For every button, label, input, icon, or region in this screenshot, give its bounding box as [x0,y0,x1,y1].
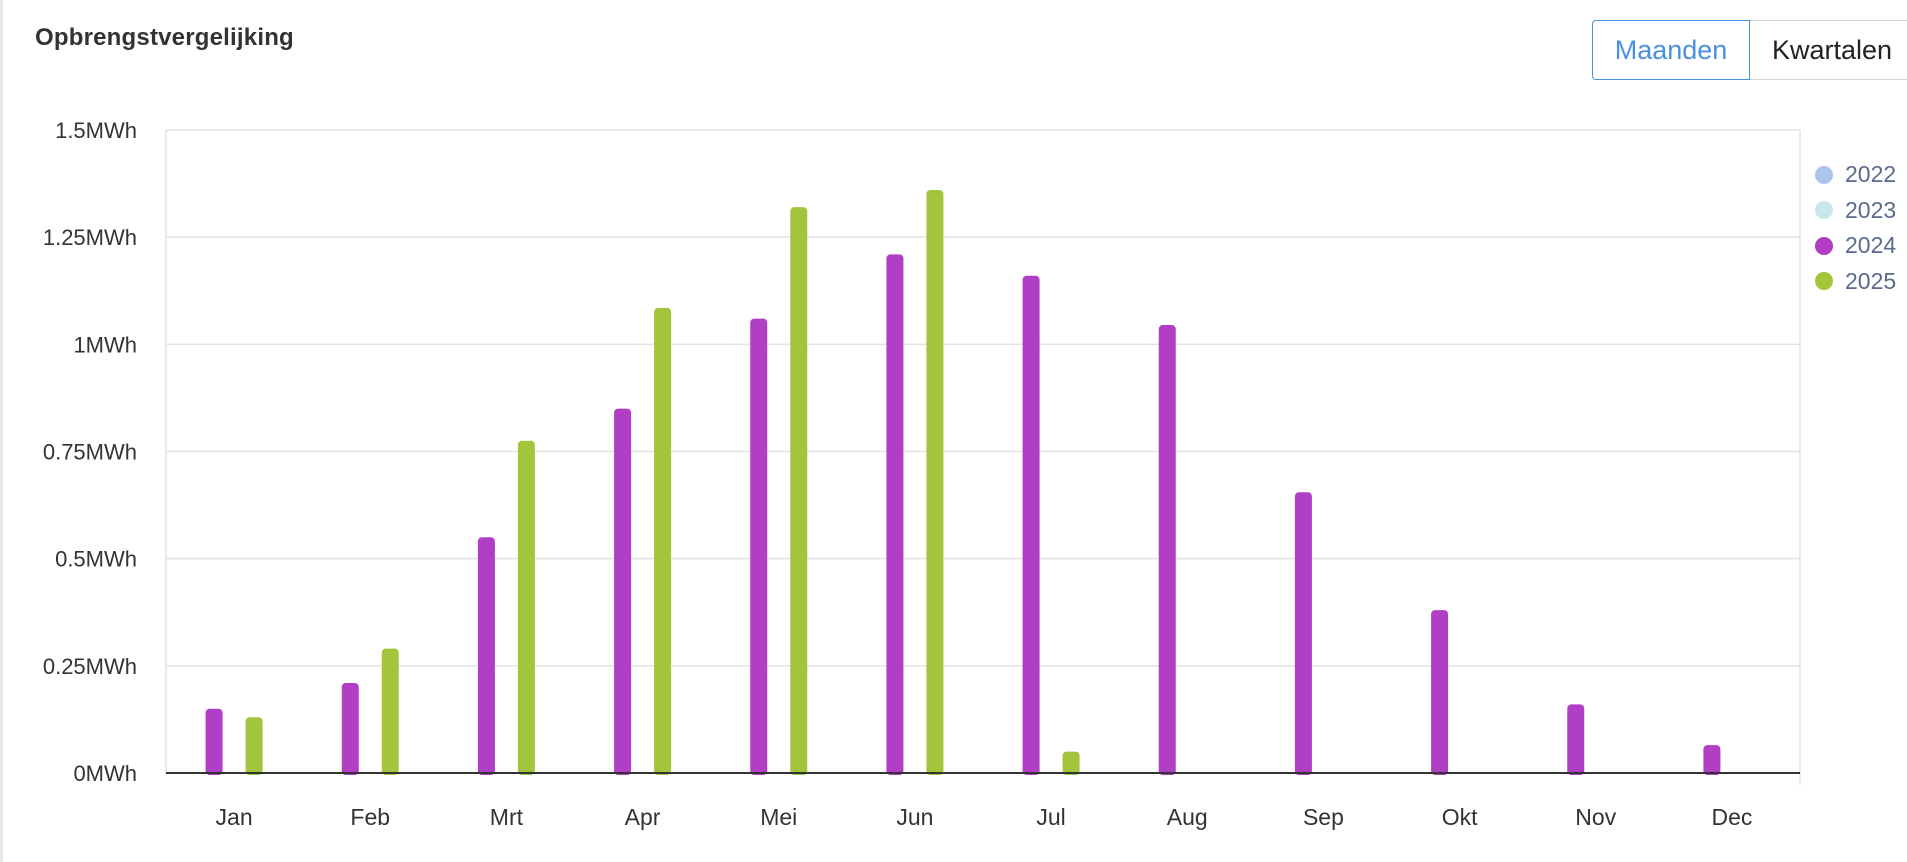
yield-comparison-chart: 0MWh 0.25MWh 0.5MWh 0.75MWh 1MWh 1.25MWh 1.5MW… [43,118,1801,830]
legend-marker-2023 [1815,201,1833,220]
x-tick-label: Sep [1303,804,1344,830]
bar-2024-jan [205,708,223,775]
bar-2024-dec [1703,745,1721,775]
x-tick-label: Jun [896,804,933,830]
bar-2024-sep [1294,492,1312,775]
legend-item-2022[interactable]: 2022 [1815,157,1896,193]
chart-title: Opbrengstvergelijking [35,24,294,51]
legend-marker-2024 [1815,236,1833,255]
legend-item-2025[interactable]: 2025 [1815,264,1896,300]
x-tick-label: Mrt [490,804,524,830]
y-tick-label: 1MWh [73,332,137,357]
bar-2024-nov [1567,704,1585,775]
y-tick-label: 0.5MWh [55,547,137,572]
bar-2025-mei [790,207,808,775]
y-tick-label: 0.75MWh [43,440,137,465]
legend-marker-2022 [1815,165,1833,184]
x-tick-label: Apr [625,804,661,830]
x-tick-label: Mei [760,804,797,830]
bar-2025-feb [381,648,399,775]
y-tick-label: 1.5MWh [55,118,137,143]
bar-2024-aug [1158,325,1176,775]
x-tick-label: Feb [350,804,390,830]
x-tick-label: Jul [1036,804,1065,830]
bar-2025-apr [654,307,672,775]
bar-2024-feb [341,682,359,775]
bar-2024-mei [750,318,768,775]
x-tick-label: Jan [216,804,253,830]
legend-marker-2025 [1815,272,1833,291]
bar-2025-mrt [517,440,535,775]
bar-2024-okt [1431,610,1449,775]
legend-label-2024: 2024 [1845,232,1897,259]
legend-item-2023[interactable]: 2023 [1815,193,1896,229]
x-tick-label: Okt [1442,804,1478,830]
chart-legend: 2022 2023 2024 2025 [1815,157,1896,299]
bar-2024-jul [1022,275,1040,775]
bar-2025-jun [926,190,944,776]
legend-label-2023: 2023 [1845,196,1897,223]
x-tick-label: Aug [1167,804,1208,830]
legend-label-2025: 2025 [1845,267,1897,294]
y-tick-label: 1.25MWh [43,225,137,250]
bar-2025-jan [245,717,263,775]
bar-2024-jun [886,254,904,775]
quarters-toggle-button[interactable]: Kwartalen [1750,20,1907,80]
y-tick-label: 0MWh [73,761,137,786]
bar-2024-apr [614,408,632,775]
period-toggle: Maanden Kwartalen [1592,20,1907,80]
x-tick-label: Nov [1575,804,1616,830]
months-toggle-button[interactable]: Maanden [1592,20,1750,80]
legend-label-2022: 2022 [1845,161,1897,188]
x-tick-label: Dec [1711,804,1752,830]
bar-2024-mrt [477,537,495,775]
legend-item-2024[interactable]: 2024 [1815,228,1896,264]
card-left-border [0,0,3,862]
bar-2025-jul [1062,751,1080,775]
y-tick-label: 0.25MWh [43,654,137,679]
